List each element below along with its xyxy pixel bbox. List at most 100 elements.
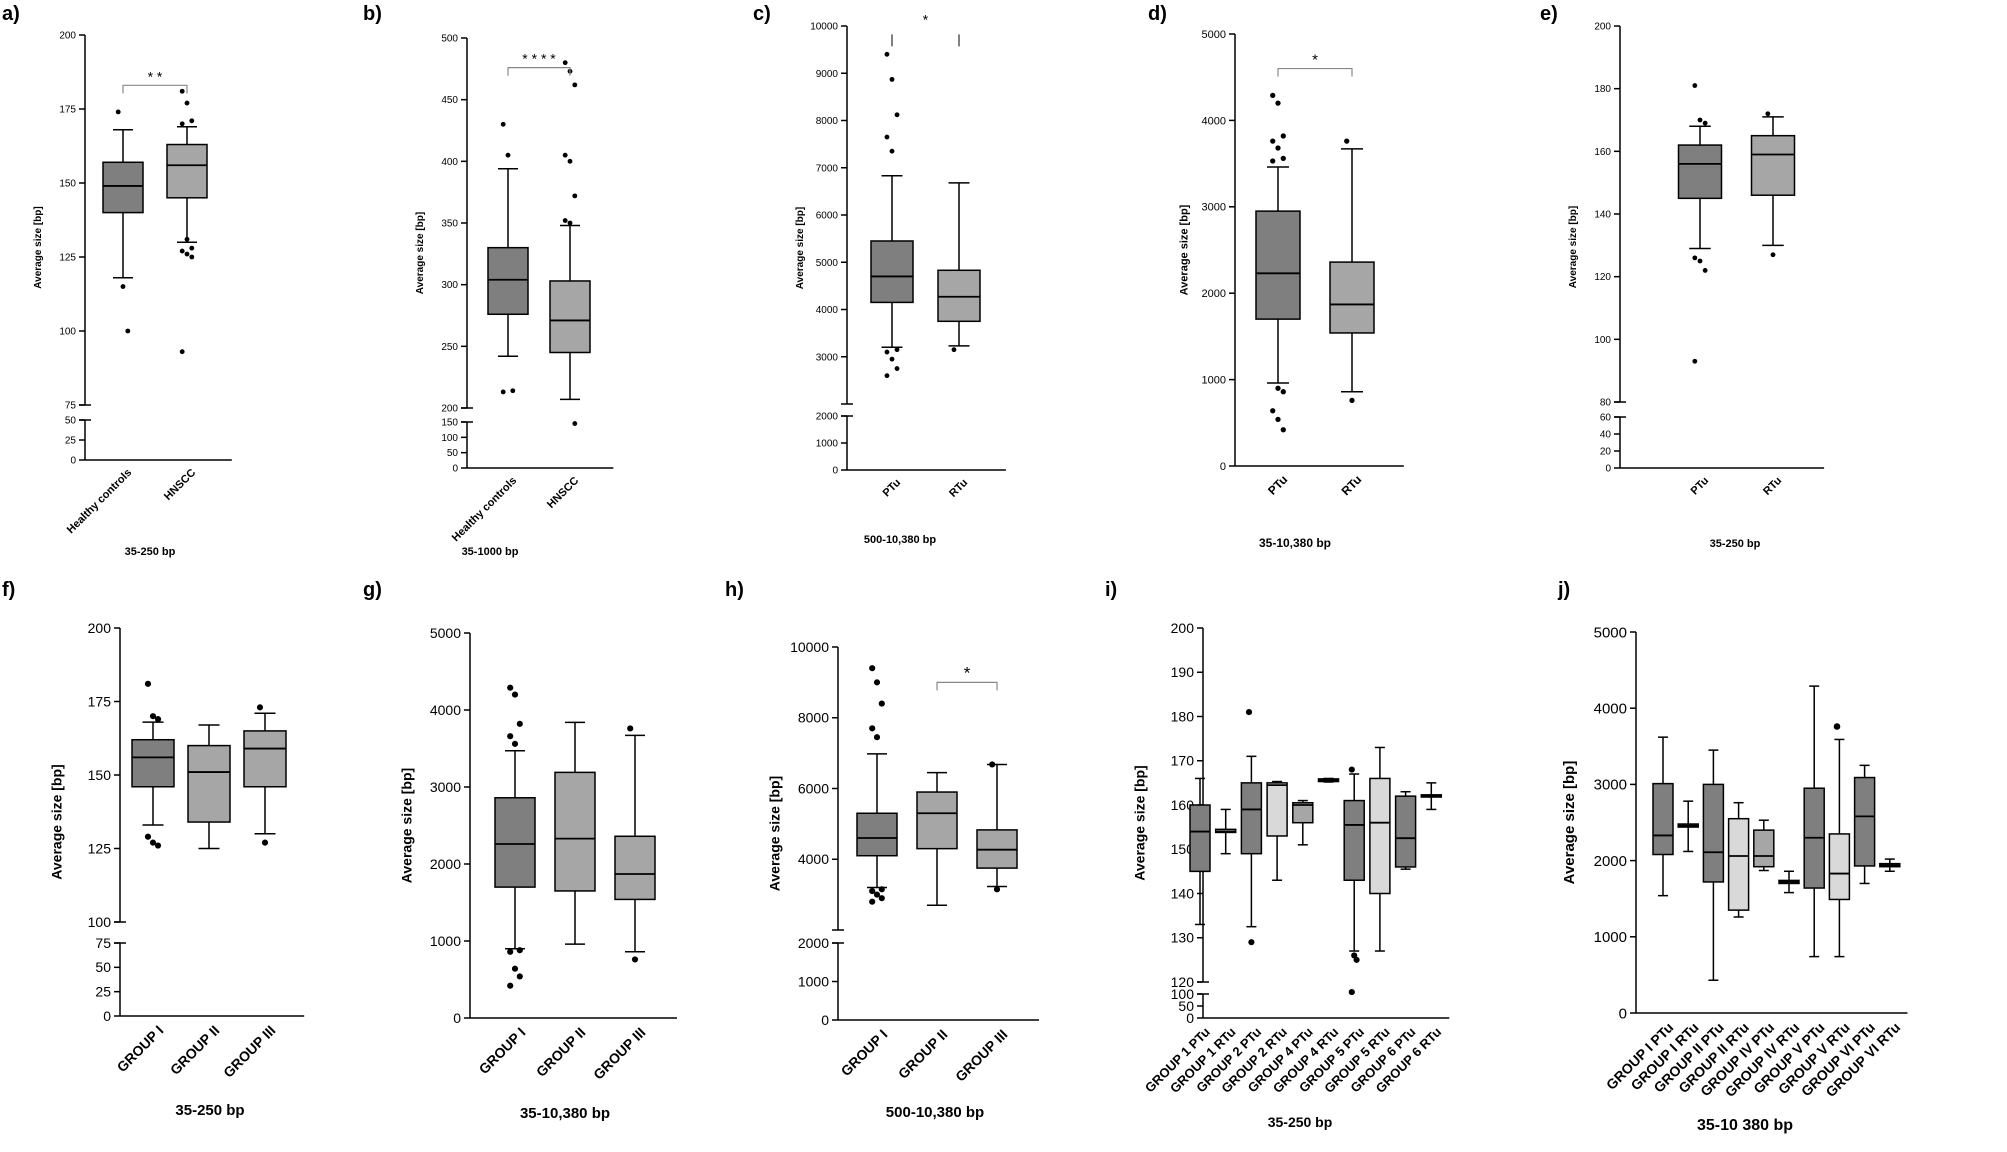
outlier-point bbox=[567, 158, 573, 164]
panel-label-d: d) bbox=[1148, 3, 1167, 25]
outlier-point bbox=[507, 982, 514, 989]
box-iqr bbox=[1189, 804, 1211, 873]
box-iqr bbox=[614, 835, 656, 901]
y-tick-label: 0 bbox=[1220, 461, 1226, 473]
x-axis-title: 35-250 bp bbox=[1268, 1114, 1333, 1130]
y-tick-label: 140 bbox=[1594, 210, 1611, 221]
y-tick-label: 120 bbox=[1171, 974, 1195, 990]
outlier-point bbox=[507, 948, 514, 955]
bracket-line bbox=[122, 84, 188, 94]
y-tick-label: 0 bbox=[1605, 464, 1611, 475]
outlier-point bbox=[154, 716, 162, 723]
x-tick-label: GROUP III bbox=[220, 1022, 278, 1080]
significance-stars: * bbox=[964, 663, 971, 682]
outlier-point bbox=[510, 388, 516, 394]
y-tick-label: 4000 bbox=[816, 305, 839, 316]
outlier-point bbox=[1833, 723, 1841, 730]
outlier-point bbox=[889, 76, 895, 82]
x-tick-label: GROUP I bbox=[476, 1024, 529, 1077]
outlier-point bbox=[869, 888, 876, 895]
outlier-point bbox=[627, 725, 634, 732]
y-tick-label: 2000 bbox=[430, 856, 461, 872]
outlier-point bbox=[884, 373, 890, 379]
y-tick-label: 150 bbox=[441, 418, 458, 429]
y-tick-label: 175 bbox=[88, 693, 112, 709]
y-tick-label: 6000 bbox=[798, 780, 829, 796]
outlier-point bbox=[1702, 120, 1708, 126]
panel-label-b: b) bbox=[363, 3, 382, 25]
chart-c: c) 3000 4000 5000 6000 7000 8000 9000 10000 0 1000… bbox=[753, 3, 1006, 546]
chart-h: h) 4000 6000 8000 10000 0 1000 2000 Average size… bbox=[725, 579, 1039, 1121]
box-iqr bbox=[494, 797, 536, 888]
y-tick-label: 125 bbox=[59, 253, 76, 264]
box-iqr bbox=[870, 240, 914, 304]
outlier-point bbox=[1349, 397, 1355, 403]
box-j-6 bbox=[1803, 685, 1825, 958]
x-tick-label: Healthy controls bbox=[65, 467, 134, 536]
outlier-point bbox=[894, 112, 900, 118]
outlier-point bbox=[1245, 708, 1253, 716]
chart-d: d) 0 1000 2000 3000 4000 5000 Average size [bp]… bbox=[1148, 3, 1404, 550]
outlier-point bbox=[1353, 956, 1360, 963]
y-tick-label: 50 bbox=[447, 448, 459, 459]
significance-stars: * bbox=[923, 11, 929, 27]
outlier-point bbox=[154, 842, 162, 849]
box-c-0 bbox=[870, 51, 914, 379]
y-tick-label: 3000 bbox=[816, 352, 839, 363]
significance-bracket: * bbox=[891, 11, 960, 47]
outlier-point bbox=[1275, 145, 1281, 151]
y-tick-label: 50 bbox=[65, 416, 77, 427]
box-iqr bbox=[1853, 776, 1876, 867]
significance-bracket: * bbox=[1277, 52, 1353, 77]
x-tick-label: GROUP III bbox=[590, 1024, 648, 1082]
y-tick-label: 40 bbox=[1600, 430, 1612, 441]
y-tick-label: 5000 bbox=[816, 258, 839, 269]
box-d-0 bbox=[1255, 92, 1301, 433]
x-tick-label: RTu bbox=[947, 477, 970, 500]
outlier-point bbox=[516, 720, 523, 727]
box-iqr bbox=[102, 161, 144, 214]
outlier-point bbox=[1270, 92, 1276, 98]
outlier-point bbox=[179, 88, 185, 94]
box-f-1 bbox=[187, 724, 231, 850]
box-i-9 bbox=[1420, 782, 1443, 811]
outlier-point bbox=[878, 895, 885, 902]
outlier-point bbox=[951, 347, 957, 353]
y-tick-label: 1000 bbox=[798, 973, 829, 989]
y-tick-label: 140 bbox=[1171, 885, 1195, 901]
outlier-point bbox=[511, 740, 519, 747]
box-i-1 bbox=[1214, 808, 1237, 855]
outlier-point bbox=[1692, 358, 1698, 364]
outlier-point bbox=[869, 898, 876, 905]
y-tick-label: 100 bbox=[59, 327, 76, 338]
y-tick-label: 170 bbox=[1171, 753, 1195, 769]
box-j-8 bbox=[1853, 764, 1876, 885]
significance-bracket: * bbox=[936, 663, 998, 691]
outlier-point bbox=[878, 700, 885, 707]
y-tick-label: 5000 bbox=[430, 625, 461, 641]
y-axis-label: Average size [bp] bbox=[1561, 761, 1578, 885]
y-tick-label: 300 bbox=[441, 280, 458, 291]
outlier-point bbox=[562, 60, 568, 66]
chart-f: f) 100 125 150 175 200 0 25 50 75 Average size [bp… bbox=[2, 579, 305, 1119]
outlier-point bbox=[894, 347, 900, 353]
y-tick-label: 0 bbox=[1619, 1005, 1627, 1022]
outlier-point bbox=[562, 152, 568, 158]
y-tick-label: 200 bbox=[441, 404, 458, 415]
outlier-point bbox=[572, 421, 578, 426]
box-iqr bbox=[554, 771, 596, 892]
outlier-point bbox=[511, 965, 519, 972]
box-iqr bbox=[1369, 777, 1391, 895]
box-j-2 bbox=[1702, 749, 1725, 981]
x-axis-title: 35-10,380 bp bbox=[520, 1105, 610, 1122]
outlier-point bbox=[1280, 427, 1286, 433]
y-tick-label: 180 bbox=[1594, 84, 1611, 95]
y-tick-label: 2000 bbox=[816, 412, 839, 423]
outlier-point bbox=[189, 245, 195, 251]
x-axis-title: 35-10,380 bp bbox=[1259, 536, 1331, 550]
outlier-point bbox=[149, 839, 157, 846]
significance-stars: * * * * bbox=[522, 51, 556, 67]
outlier-point bbox=[179, 121, 185, 127]
outlier-point bbox=[1348, 989, 1355, 996]
